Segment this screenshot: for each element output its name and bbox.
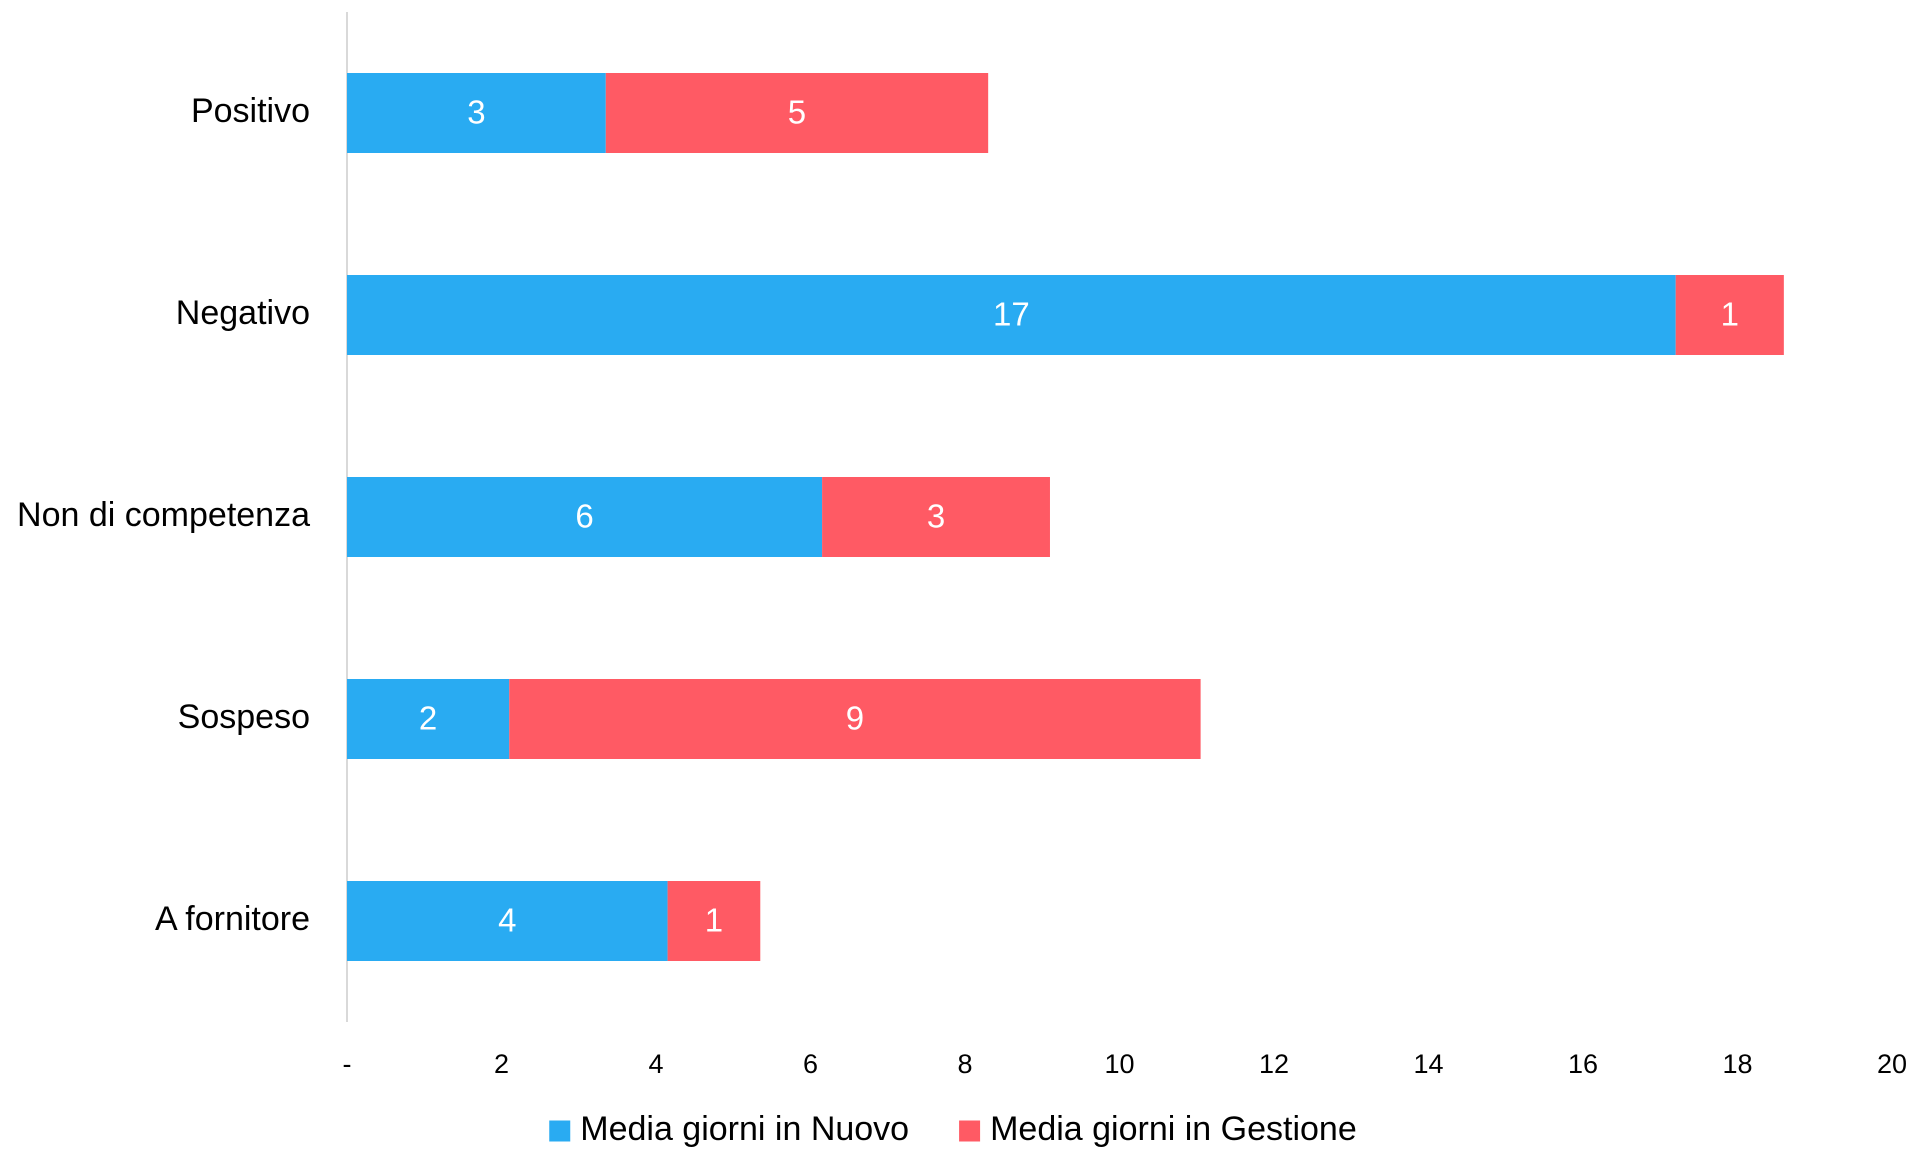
bar-media-giorni-in-gestione-positivo [605,73,989,153]
data-label-media-giorni-in-gestione-non-di-competenza: 3 [927,498,945,535]
data-label-media-giorni-in-nuovo-a-fornitore: 4 [498,902,516,939]
legend-label-media-giorni-in-gestione: Media giorni in Gestione [990,1110,1357,1148]
legend-label-media-giorni-in-nuovo: Media giorni in Nuovo [580,1110,909,1148]
x-tick-label: 4 [648,1049,663,1079]
bar-media-giorni-in-nuovo-non-di-competenza [347,477,823,557]
data-label-media-giorni-in-gestione-sospeso: 9 [846,700,864,737]
x-tick-label: 12 [1259,1049,1289,1079]
bar-media-giorni-in-gestione-non-di-competenza [822,477,1050,557]
category-label-sospeso: Sospeso [178,698,310,736]
x-tick-label: 14 [1413,1049,1443,1079]
x-tick-label: 20 [1877,1049,1906,1079]
category-label-negativo: Negativo [176,294,310,332]
category-label-a-fornitore: A fornitore [155,900,310,938]
x-tick-label: - [343,1049,352,1079]
bar-media-giorni-in-nuovo-negativo [347,275,1676,355]
category-label-non-di-competenza: Non di competenza [17,496,310,534]
x-tick-label: 6 [803,1049,818,1079]
legend: Media giorni in Nuovo Media giorni in Ges… [549,1110,1357,1148]
legend-swatch-media-giorni-in-nuovo [549,1120,571,1142]
bar-media-giorni-in-gestione-sospeso [509,679,1201,759]
x-tick-label: 10 [1104,1049,1134,1079]
bar-media-giorni-in-nuovo-a-fornitore [347,881,668,961]
x-tick-label: 8 [957,1049,972,1079]
x-tick-label: 2 [494,1049,509,1079]
data-label-media-giorni-in-nuovo-sospeso: 2 [419,700,437,737]
bar-media-giorni-in-gestione-a-fornitore [667,881,761,961]
data-label-media-giorni-in-gestione-a-fornitore: 1 [705,902,723,939]
bar-media-giorni-in-nuovo-positivo [347,73,606,153]
bar-media-giorni-in-nuovo-sospeso [347,679,510,759]
data-label-media-giorni-in-nuovo-positivo: 3 [467,94,485,131]
bars-group: 3 5 17 1 6 3 2 9 4 1 [347,73,1784,961]
x-tick-labels: - 2 4 6 8 10 12 14 16 18 20 [343,1049,1906,1079]
category-label-positivo: Positivo [191,92,310,130]
data-label-media-giorni-in-gestione-negativo: 1 [1721,296,1739,333]
x-tick-label: 16 [1568,1049,1598,1079]
data-label-media-giorni-in-gestione-positivo: 5 [788,94,806,131]
data-label-media-giorni-in-nuovo-negativo: 17 [993,296,1030,333]
bar-media-giorni-in-gestione-negativo [1675,275,1784,355]
category-labels: Positivo Negativo Non di competenza Sospeso… [17,92,310,938]
x-tick-label: 18 [1722,1049,1752,1079]
legend-swatch-media-giorni-in-gestione [959,1120,981,1142]
data-label-media-giorni-in-nuovo-non-di-competenza: 6 [575,498,593,535]
